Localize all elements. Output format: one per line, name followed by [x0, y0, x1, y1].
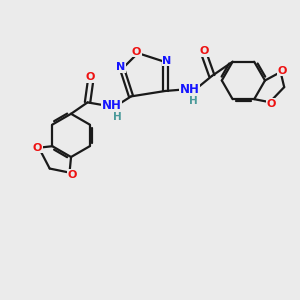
- Text: O: O: [67, 170, 76, 180]
- Text: N: N: [162, 56, 172, 65]
- Text: N: N: [116, 62, 125, 72]
- Text: H: H: [112, 112, 121, 122]
- Text: O: O: [267, 99, 276, 109]
- Text: O: O: [33, 143, 42, 153]
- Text: H: H: [189, 96, 197, 106]
- Text: O: O: [86, 72, 95, 82]
- Text: O: O: [278, 66, 287, 76]
- Text: O: O: [200, 46, 209, 56]
- Text: O: O: [132, 46, 141, 57]
- Text: NH: NH: [102, 99, 122, 112]
- Text: NH: NH: [179, 83, 199, 96]
